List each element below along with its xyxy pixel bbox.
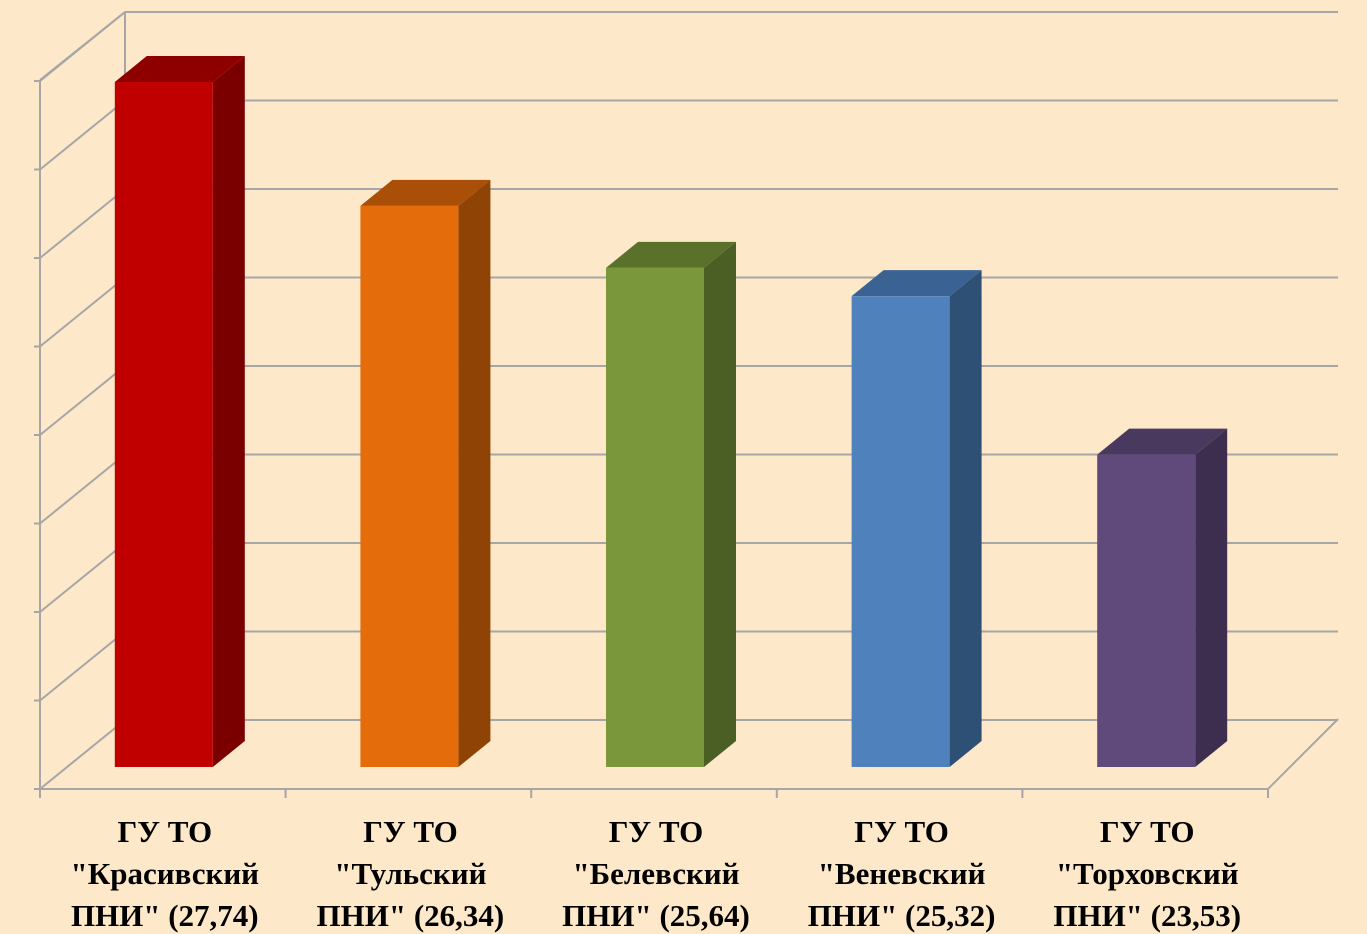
bar-side-2 <box>704 241 736 768</box>
bar-top-4 <box>1097 428 1228 455</box>
bar-top-3 <box>851 270 982 297</box>
gridline-diagonal-6 <box>39 188 126 259</box>
category-label-line-0-1: "Красивский <box>71 856 260 891</box>
bar-side-4 <box>1195 428 1228 767</box>
category-label-line-0-2: ПНИ" (27,74) <box>71 898 259 933</box>
gridline-diagonal-5 <box>39 276 126 348</box>
bar-front-1 <box>360 205 459 767</box>
bar-side-0 <box>212 56 245 767</box>
bar-side-1 <box>458 179 491 767</box>
category-label-line-2-2: ПНИ" (25,64) <box>562 898 750 933</box>
bar-top-2 <box>606 241 736 268</box>
category-labels: ГУ ТО "Красивский ПНИ" (27,74) ГУ ТО "Тульск… <box>71 814 1242 933</box>
category-label-2: ГУ ТО "Белевский ПНИ" (25,64) <box>562 814 750 933</box>
category-label-line-1-2: ПНИ" (26,34) <box>317 898 505 933</box>
bar-front-3 <box>851 296 950 767</box>
gridline-diagonal-3 <box>39 453 126 525</box>
category-label-line-1-0: ГУ ТО <box>363 814 458 849</box>
category-label-4: ГУ ТО "Торховский ПНИ" (23,53) <box>1053 814 1241 933</box>
category-label-line-4-1: "Торховский <box>1056 856 1239 891</box>
bar-0 <box>114 56 245 767</box>
bar-front-4 <box>1097 454 1196 767</box>
bar-top-1 <box>360 179 491 206</box>
bar-4 <box>1097 428 1228 767</box>
gridline-diagonal-7 <box>39 99 126 171</box>
bar-1 <box>360 179 491 767</box>
category-label-line-2-0: ГУ ТО <box>609 814 704 849</box>
category-label-line-3-0: ГУ ТО <box>854 814 949 849</box>
category-label-line-4-0: ГУ ТО <box>1100 814 1195 849</box>
gridline-diagonal-4 <box>39 365 126 436</box>
bar-side-3 <box>949 270 982 767</box>
bars <box>114 56 1228 768</box>
bar-front-2 <box>606 267 704 767</box>
category-label-line-4-2: ПНИ" (23,53) <box>1053 898 1241 933</box>
category-label-line-3-2: ПНИ" (25,32) <box>808 898 996 933</box>
category-label-3: ГУ ТО "Веневский ПНИ" (25,32) <box>808 814 996 933</box>
bar-top-0 <box>114 56 245 83</box>
category-label-0: ГУ ТО "Красивский ПНИ" (27,74) <box>71 814 260 933</box>
gridline-diagonal-1 <box>39 630 126 702</box>
gridline-diagonal-0 <box>39 719 126 790</box>
bar-2 <box>606 241 736 768</box>
category-label-line-0-0: ГУ ТО <box>117 814 212 849</box>
floor-right-edge <box>1267 718 1339 790</box>
gridline-diagonal-8 <box>39 11 126 82</box>
category-label-line-3-1: "Веневский <box>818 856 986 891</box>
category-label-1: ГУ ТО "Тульский ПНИ" (26,34) <box>317 814 505 933</box>
bar-front-0 <box>114 82 213 767</box>
gridline-diagonal-2 <box>39 542 126 613</box>
category-label-line-1-1: "Тульский <box>334 856 486 891</box>
category-label-line-2-1: "Белевский <box>572 856 739 891</box>
bar-3 <box>851 270 982 767</box>
